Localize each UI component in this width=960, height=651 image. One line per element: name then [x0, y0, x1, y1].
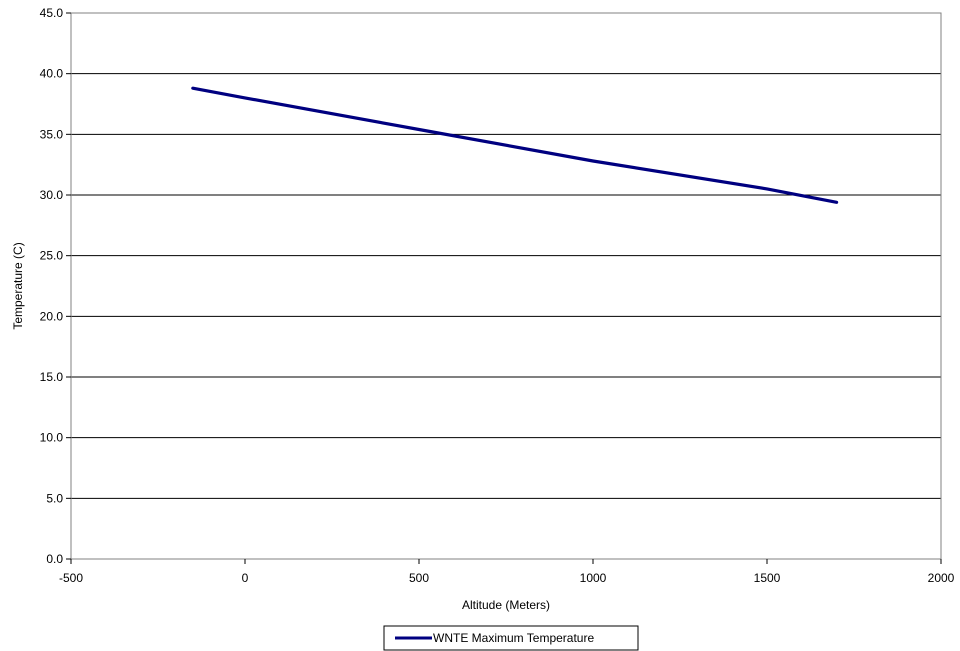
y-tick-label: 40.0 [40, 67, 64, 81]
x-axis-title: Altitude (Meters) [462, 598, 550, 612]
y-tick-label: 15.0 [40, 370, 64, 384]
y-tick-label: 20.0 [40, 309, 64, 323]
x-tick-label: 1000 [580, 571, 607, 585]
series-line [191, 86, 839, 204]
axis-ticks: 0.0 5.0 10.0 15.0 20.0 25.0 30.0 35.0 40.0 45.0 -5… [40, 6, 955, 585]
x-tick-label: 0 [242, 571, 249, 585]
gridlines [71, 12, 941, 499]
plot-area [70, 12, 942, 560]
legend: WNTE Maximum Temperature [383, 625, 639, 651]
x-tick-label: 2000 [928, 571, 955, 585]
y-tick-label: 0.0 [46, 552, 63, 566]
x-tick-label: 1500 [754, 571, 781, 585]
x-tick-label: 500 [409, 571, 429, 585]
y-axis-title: Temperature (C) [11, 242, 25, 329]
y-tick-label: 35.0 [40, 127, 64, 141]
x-tick-label: -500 [59, 571, 83, 585]
y-tick-label: 30.0 [40, 188, 64, 202]
y-tick-label: 10.0 [40, 431, 64, 445]
series-layer [191, 86, 839, 204]
legend-label: WNTE Maximum Temperature [433, 631, 594, 645]
y-tick-label: 5.0 [46, 491, 63, 505]
y-tick-label: 45.0 [40, 6, 64, 20]
y-tick-label: 25.0 [40, 249, 64, 263]
